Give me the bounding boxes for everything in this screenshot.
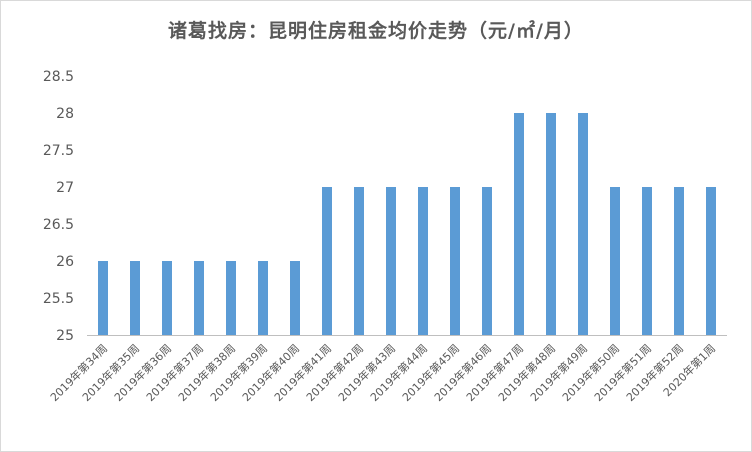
x-tick-label: 2019年第40周 (239, 341, 302, 404)
bar (546, 113, 556, 335)
x-tick-label: 2019年第42周 (303, 341, 366, 404)
x-tick-label: 2019年第36周 (111, 341, 174, 404)
x-tick-label: 2019年第44周 (367, 341, 430, 404)
y-tick-label: 26.5 (43, 217, 74, 233)
bar (674, 187, 684, 335)
y-tick-label: 28.5 (43, 69, 74, 85)
x-tick-label: 2019年第35周 (79, 341, 142, 404)
bar (450, 187, 460, 335)
x-tick-label: 2019年第46周 (431, 341, 494, 404)
y-tick-label: 26 (56, 254, 74, 270)
bar (610, 187, 620, 335)
x-tick-label: 2019年第39周 (207, 341, 270, 404)
bar (418, 187, 428, 335)
bars (98, 113, 716, 335)
bar (226, 261, 236, 335)
x-tick-label: 2019年第41周 (271, 341, 334, 404)
bar (482, 187, 492, 335)
x-tick-label: 2019年第52周 (623, 341, 686, 404)
bar (642, 187, 652, 335)
bar (322, 187, 332, 335)
x-tick-label: 2019年第48周 (495, 341, 558, 404)
bar (98, 261, 108, 335)
x-tick-label: 2019年第47周 (463, 341, 526, 404)
bar (706, 187, 716, 335)
x-tick-label: 2019年第45周 (399, 341, 462, 404)
x-axis: 2019年第34周2019年第35周2019年第36周2019年第37周2019… (47, 335, 727, 404)
y-tick-label: 27.5 (43, 143, 74, 159)
y-axis: 25 25.5 26 26.5 27 27.5 28 28.5 (43, 69, 74, 344)
x-tick-label: 2019年第37周 (143, 341, 206, 404)
y-tick-label: 25.5 (43, 291, 74, 307)
x-tick-label: 2019年第43周 (335, 341, 398, 404)
bar (386, 187, 396, 335)
bar (578, 113, 588, 335)
x-tick-label: 2019年第34周 (47, 341, 110, 404)
bar (354, 187, 364, 335)
y-tick-label: 25 (56, 328, 74, 344)
y-tick-label: 27 (56, 180, 74, 196)
bar (514, 113, 524, 335)
bar (162, 261, 172, 335)
x-tick-label: 2019年第50周 (559, 341, 622, 404)
bar (194, 261, 204, 335)
bar (258, 261, 268, 335)
bar (290, 261, 300, 335)
x-tick-label: 2019年第51周 (591, 341, 654, 404)
bar (130, 261, 140, 335)
x-tick-label: 2019年第49周 (527, 341, 590, 404)
chart-title: 诸葛找房：昆明住房租金均价走势（元/㎡/月） (168, 20, 584, 42)
y-tick-label: 28 (56, 106, 74, 122)
x-tick-label: 2019年第38周 (175, 341, 238, 404)
